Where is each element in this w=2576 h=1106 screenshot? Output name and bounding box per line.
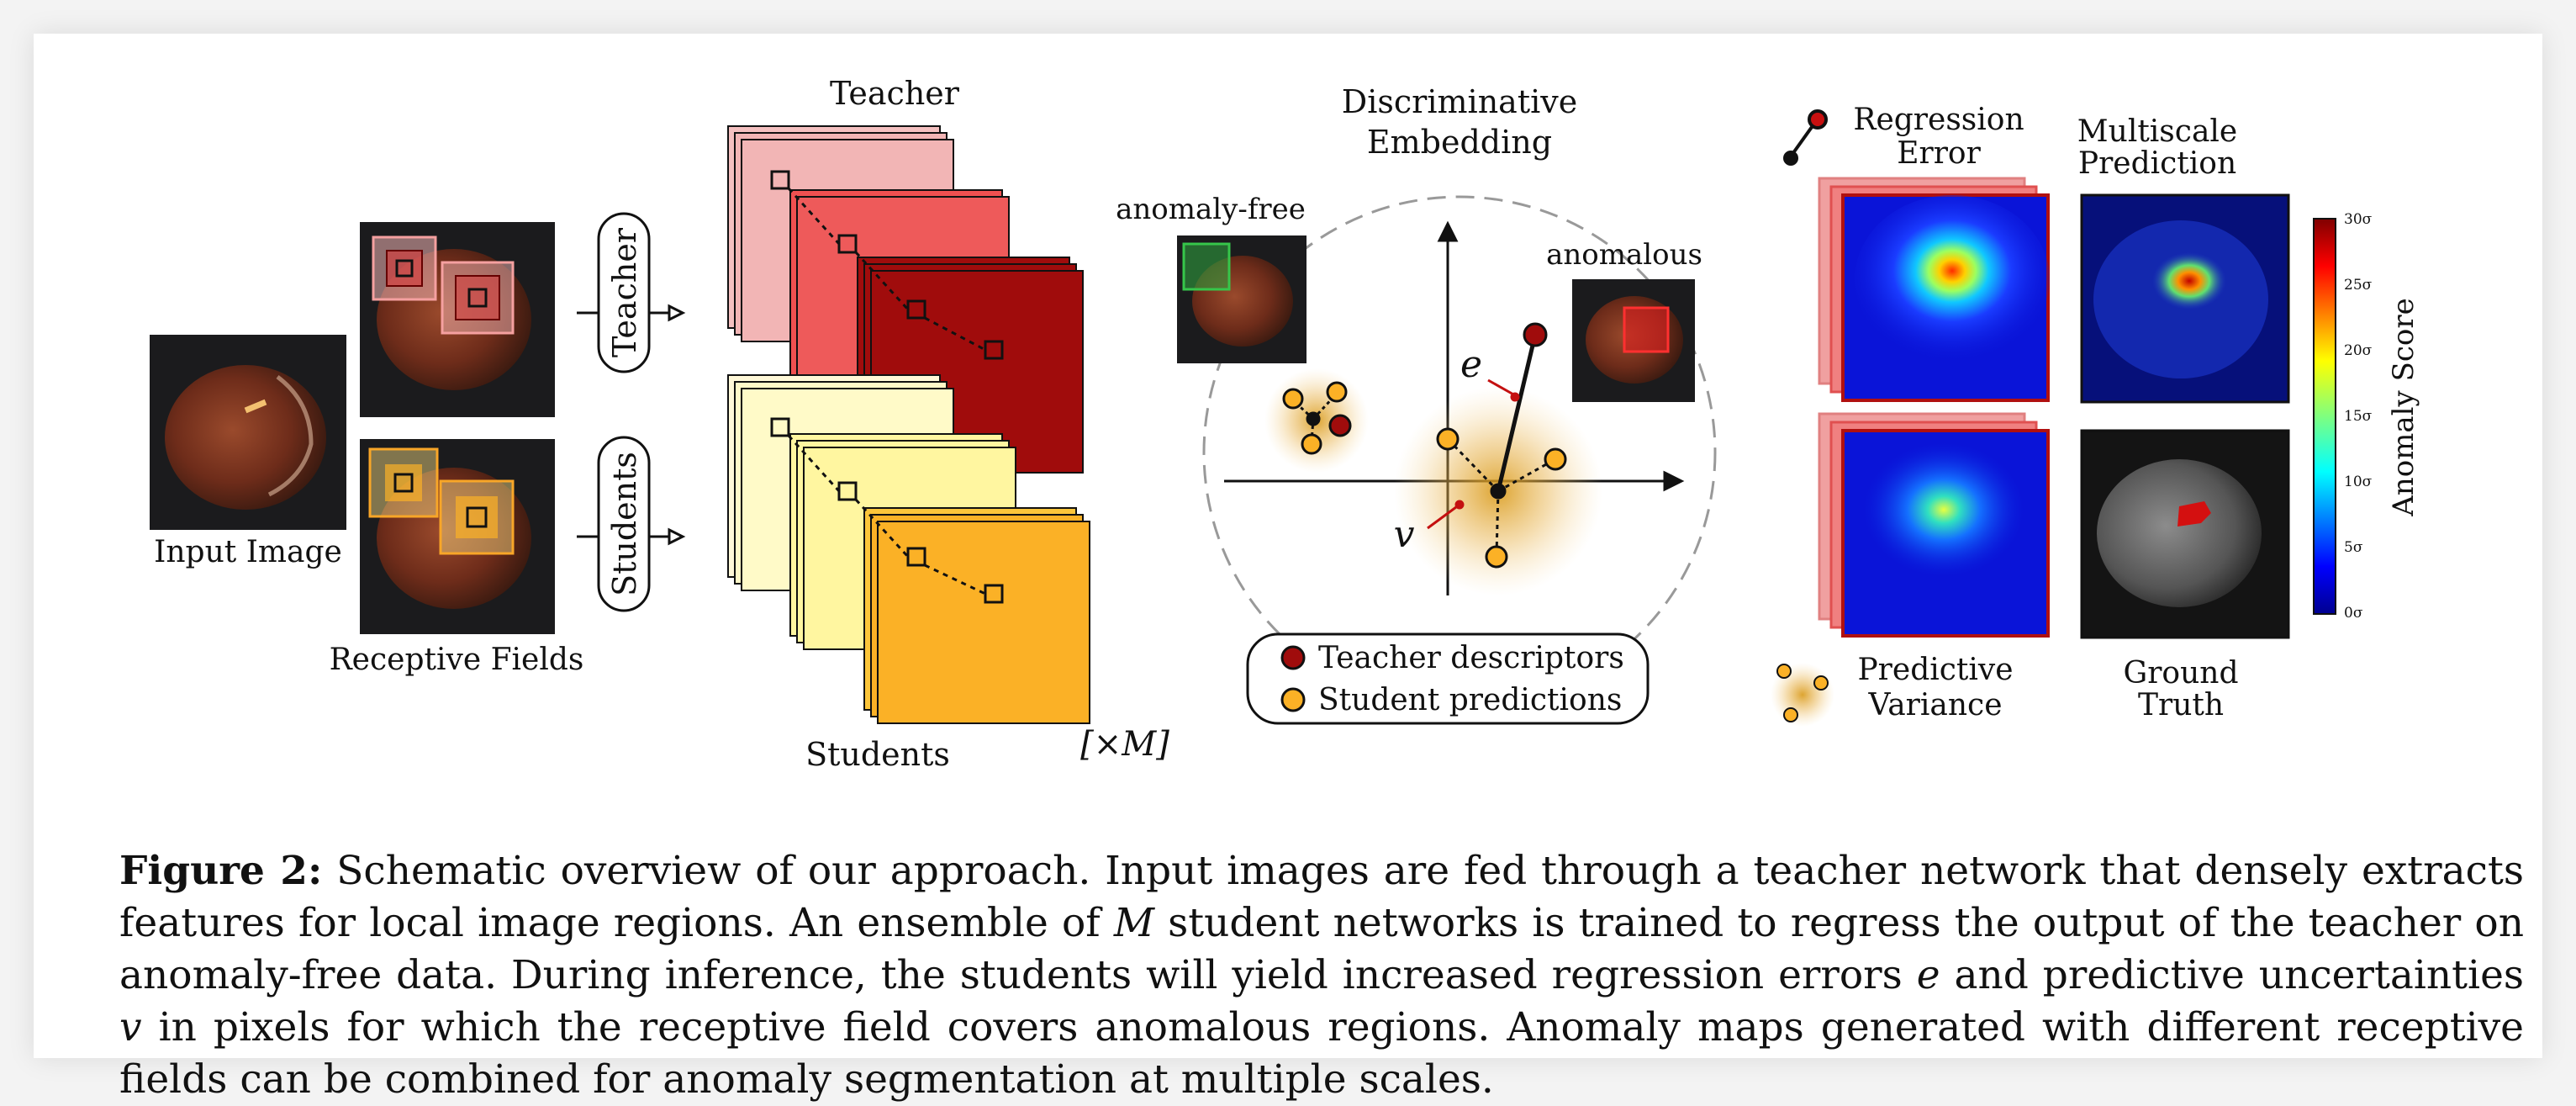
- predictive-variance-icon: [1771, 663, 1834, 727]
- teacher-feature-cells: [770, 170, 1004, 360]
- error-pointers: [1427, 378, 1520, 530]
- embedding-legend: Teacher descriptors Student predictions: [1246, 632, 1650, 725]
- receptive-field-students: [360, 439, 555, 634]
- ensemble-multiplier: [×M]: [1080, 725, 1169, 764]
- multiscale-label-line1: Multiscale: [2077, 114, 2237, 149]
- colorbar-tick-20: 20σ: [2344, 342, 2373, 359]
- regression-error-maps: [1818, 177, 2050, 402]
- ground-truth-label-line2: Truth: [2138, 688, 2224, 722]
- caption-label: Figure 2:: [119, 848, 323, 894]
- teacher-feature-maps: [727, 125, 1084, 474]
- ground-truth-label-line1: Ground: [2123, 656, 2238, 691]
- figure-caption: Figure 2: Schematic overview of our appr…: [119, 845, 2524, 1106]
- anomalous-cluster: [1436, 322, 1567, 569]
- caption-text-1: Schematic overview of our approach. Inpu…: [119, 848, 2524, 946]
- students-stack-label: Students: [805, 736, 950, 773]
- caption-var-v: v: [119, 1004, 142, 1050]
- students-feature-maps: [727, 374, 1090, 724]
- regression-error-label-line1: Regression: [1853, 103, 2024, 137]
- anomaly-free-cluster: [1282, 381, 1352, 455]
- caption-var-m: M: [1113, 900, 1154, 946]
- colorbar-title: Anomaly Score: [2387, 298, 2420, 517]
- colorbar-tick-15: 15σ: [2344, 408, 2373, 425]
- teacher-stack-label: Teacher: [830, 75, 960, 112]
- teacher-pill-label: Teacher: [606, 227, 643, 357]
- students-pill-label: Students: [606, 452, 643, 596]
- anomaly-score-colorbar: [2313, 218, 2336, 615]
- colorbar-ticks: 30σ 25σ 20σ 15σ 10σ 5σ 0σ: [2344, 211, 2373, 622]
- caption-text-3: and predictive uncertainties: [1940, 952, 2525, 998]
- anomalous-image: [1572, 279, 1695, 402]
- colorbar-tick-30: 30σ: [2344, 211, 2373, 228]
- regression-error-symbol: e: [1460, 343, 1482, 386]
- receptive-field-teacher: [360, 222, 555, 417]
- embedding-title-line2: Embedding: [1367, 124, 1552, 161]
- students-network-pill: [597, 436, 651, 612]
- colorbar-tick-5: 5σ: [2344, 539, 2363, 556]
- teacher-network-pill: [597, 212, 651, 373]
- regression-error-label-line2: Error: [1897, 136, 1981, 171]
- ground-truth-map: [2080, 429, 2290, 639]
- colorbar-tick-10: 10σ: [2344, 474, 2373, 490]
- anomaly-free-label: anomaly-free: [1116, 193, 1306, 226]
- colorbar-tick-25: 25σ: [2344, 277, 2373, 294]
- figure-diagram: Input Image Receptive Fields Teacher Stu…: [150, 75, 2420, 773]
- legend-teacher-label: Teacher descriptors: [1318, 641, 1624, 675]
- legend-teacher-marker: [1280, 645, 1306, 670]
- caption-var-e: e: [1916, 952, 1940, 998]
- predictive-variance-label-line2: Variance: [1868, 688, 2003, 722]
- predictive-variance-maps: [1818, 412, 2050, 638]
- input-image-label: Input Image: [154, 535, 342, 569]
- anomalous-label: anomalous: [1546, 238, 1702, 272]
- predictive-variance-label-line1: Predictive: [1857, 653, 2013, 687]
- figure-card: Input Image Receptive Fields Teacher Stu…: [34, 34, 2542, 1103]
- receptive-fields-label: Receptive Fields: [330, 643, 584, 677]
- anomaly-free-image: [1177, 235, 1306, 363]
- multiscale-prediction-map: [2080, 193, 2290, 404]
- colorbar-tick-0: 0σ: [2344, 605, 2363, 622]
- input-image: [150, 335, 346, 530]
- multiscale-label-line2: Prediction: [2078, 146, 2236, 181]
- embedding-title-line1: Discriminative: [1342, 83, 1577, 120]
- legend-student-label: Student predictions: [1318, 683, 1622, 717]
- predictive-variance-symbol: v: [1394, 513, 1415, 556]
- regression-error-icon: [1783, 109, 1828, 166]
- caption-text-4: in pixels for which the receptive field …: [119, 1004, 2524, 1103]
- students-feature-cells: [770, 417, 1004, 604]
- caption-text-2: student networks is trained to regress t…: [119, 900, 2524, 998]
- legend-student-marker: [1280, 687, 1306, 712]
